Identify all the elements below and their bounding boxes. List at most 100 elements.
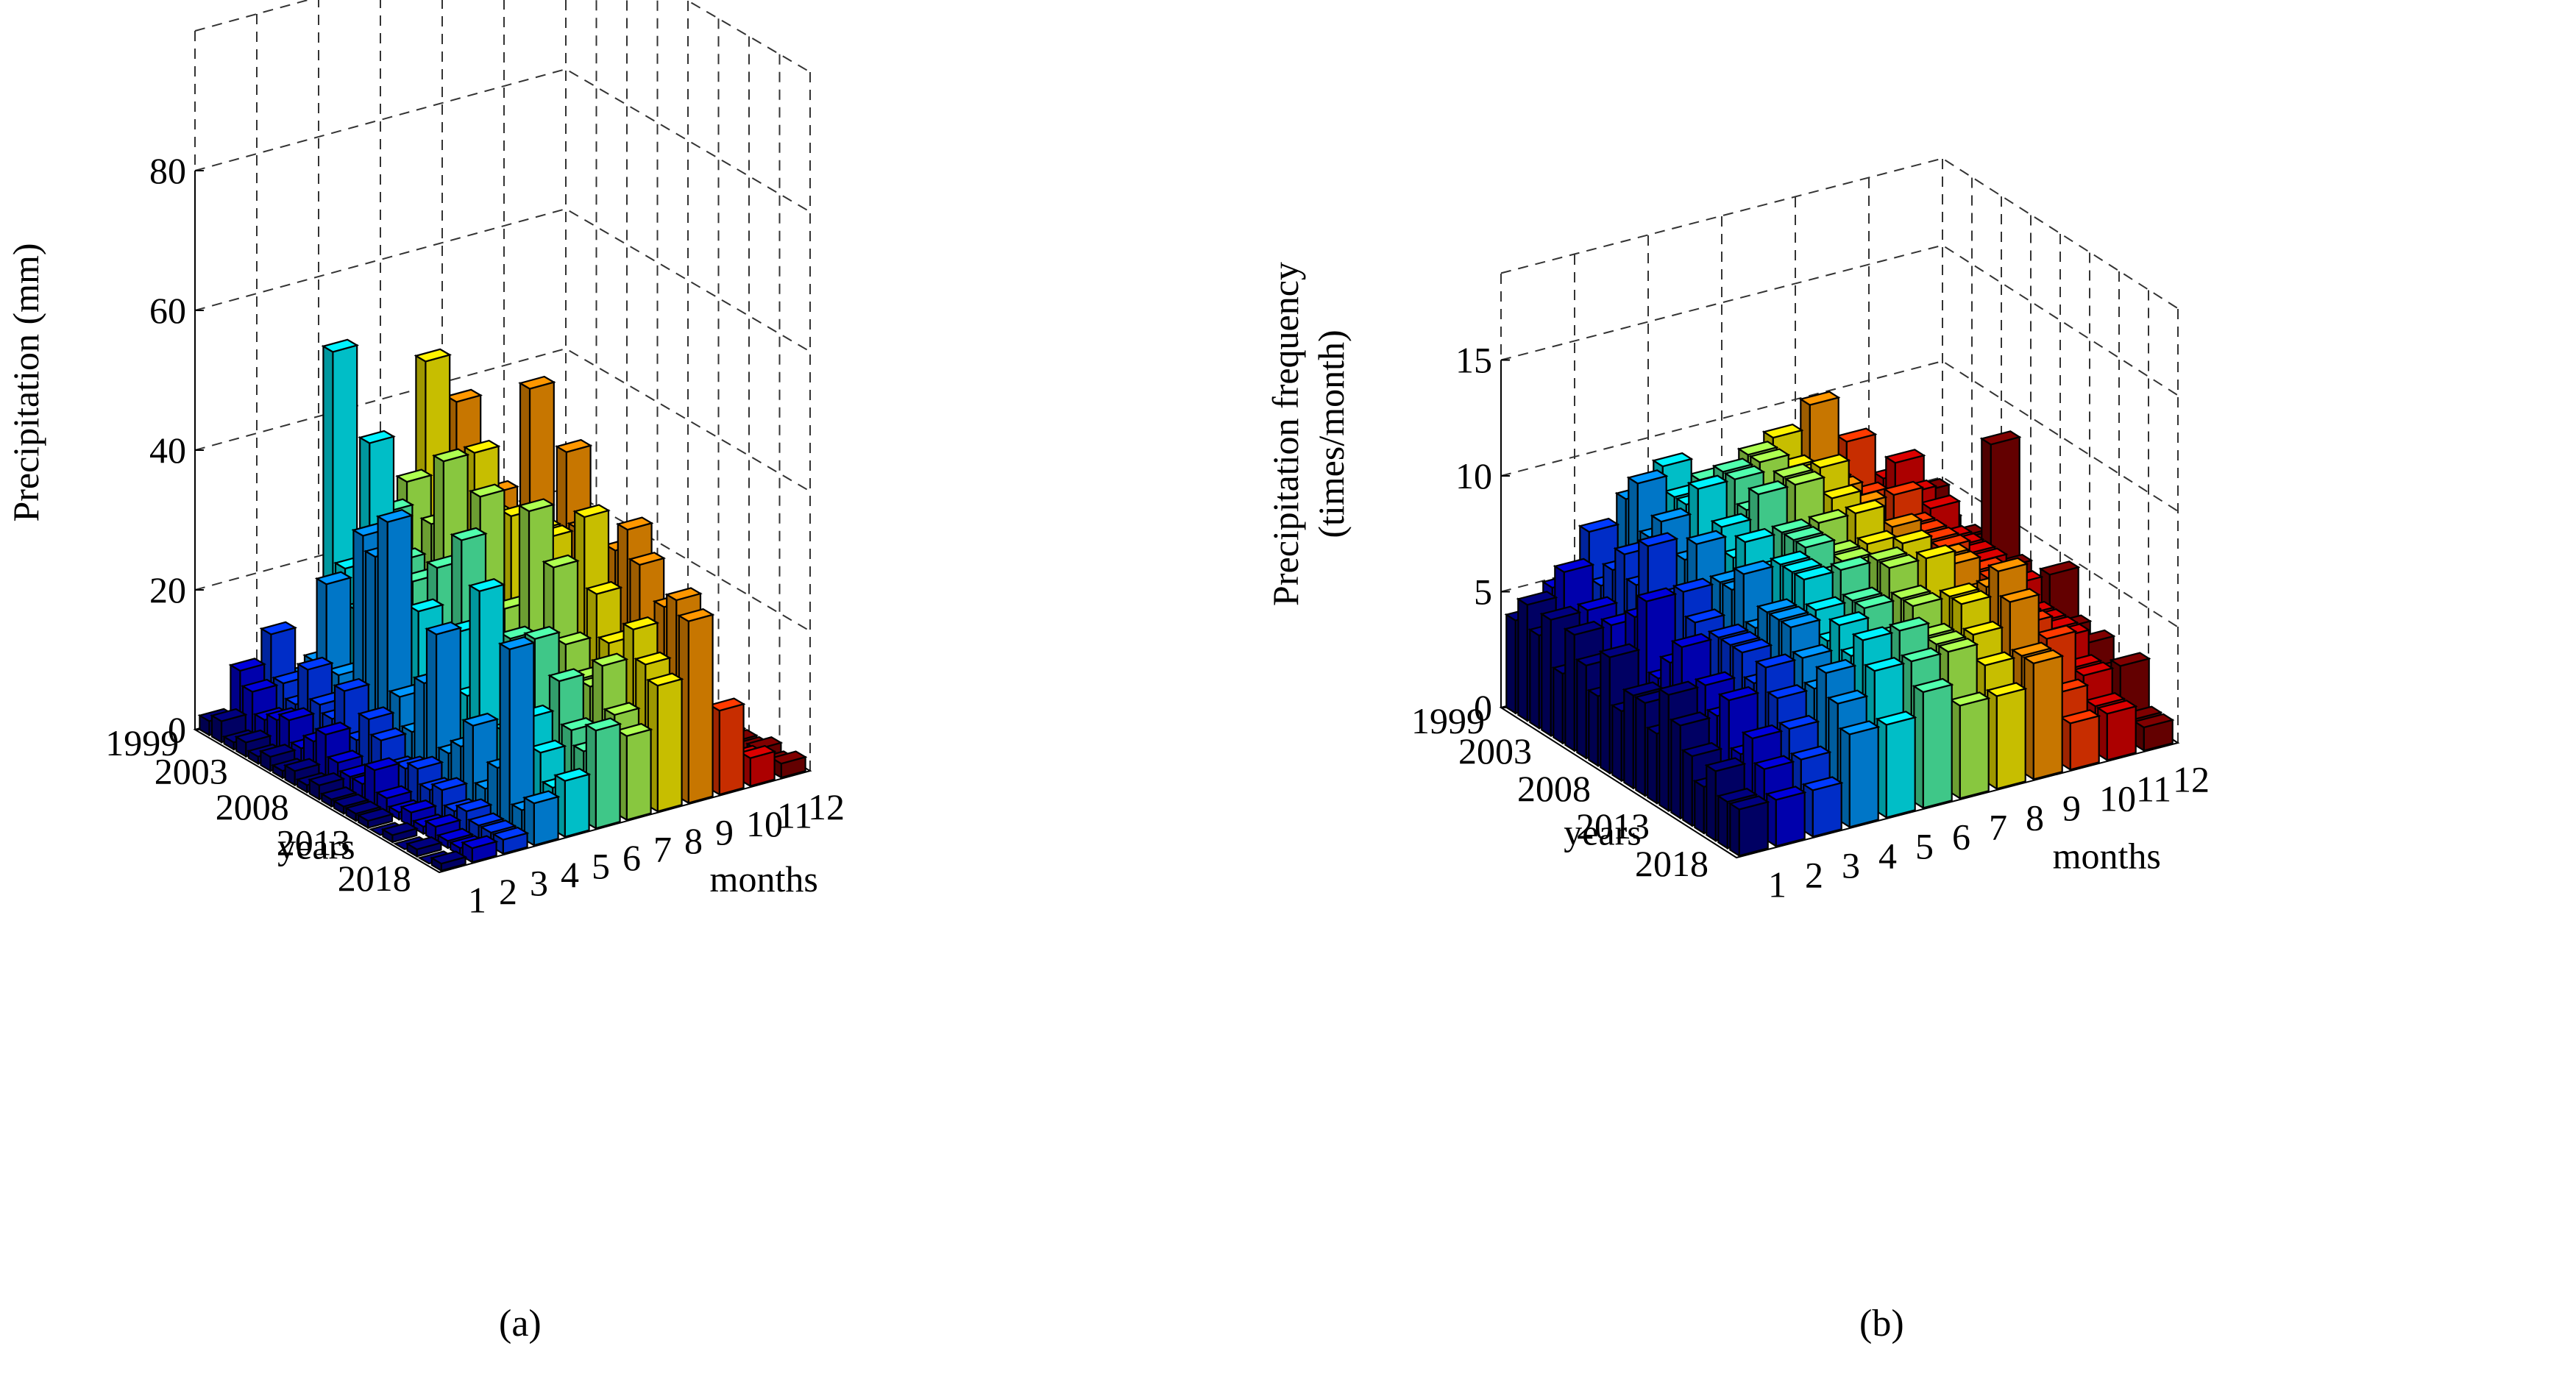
bar-top-face (333, 677, 371, 692)
bar-top-face (1716, 788, 1759, 803)
bar-top-face (1938, 582, 1981, 598)
bar-top-face (468, 483, 507, 498)
z-tick-label: 60 (149, 290, 186, 331)
month-tick-label: 4 (561, 854, 579, 895)
bar-top-face (1539, 605, 1582, 621)
month-tick-label: 11 (777, 794, 812, 836)
bar-top-face (615, 516, 654, 531)
bar-front-face (1922, 683, 1953, 809)
z-tick-label: 0 (168, 709, 186, 750)
bar-top-face (1987, 557, 2029, 572)
bar-top-face (1985, 682, 2028, 697)
bar-side-face (1623, 688, 1634, 790)
bar-top-face (1707, 623, 1750, 638)
bar-top-face (522, 790, 561, 805)
bar-2018-m6 (1912, 677, 1954, 810)
bar-side-face (1541, 612, 1552, 738)
bar-side-face (1717, 794, 1728, 850)
bar-top-face (664, 587, 703, 602)
bar-top-face (462, 439, 501, 454)
month-tick-label: 11 (2136, 769, 2171, 810)
month-tick-label: 5 (592, 845, 610, 886)
bar-top-face (1767, 605, 1810, 621)
bar-top-face (1781, 558, 1823, 573)
bar-top-face (1948, 691, 1991, 707)
bar-top-face (399, 799, 438, 813)
z-tick-label: 80 (149, 150, 186, 191)
bar-top-face (1866, 546, 1909, 562)
bar-top-face (547, 668, 586, 683)
bar-top-face (1912, 677, 1954, 694)
bar-top-face (1719, 630, 1761, 647)
bar-top-face (319, 786, 358, 801)
bar-top-face (1929, 534, 1972, 549)
bar-top-face (1748, 448, 1791, 463)
bar-front-face (533, 795, 559, 847)
bar-top-face (517, 498, 556, 513)
bar-side-face (1694, 779, 1705, 835)
bar-2018-m7 (1948, 691, 1991, 800)
month-tick-label: 2 (1805, 855, 1823, 896)
bar-top-face (436, 827, 475, 842)
bar-top-face (466, 812, 505, 827)
year-tick-label: 2003 (1458, 730, 1532, 772)
bar-top-face (707, 697, 746, 712)
bar-top-face (1770, 518, 1813, 534)
bar-2018-m9 (676, 608, 715, 805)
bar-side-face (499, 642, 511, 833)
month-tick-label: 9 (715, 811, 734, 852)
bar-top-face (1635, 587, 1678, 602)
bar-top-face (1784, 470, 1826, 486)
bar-top-face (1838, 720, 1881, 736)
panel-b-label: (b) (1859, 1303, 1904, 1345)
bar-top-face (395, 469, 433, 483)
bar-front-face (2106, 705, 2137, 761)
month-tick-label: 3 (530, 862, 548, 903)
bar-top-face (1636, 532, 1679, 547)
month-tick-label: 3 (1842, 845, 1860, 886)
month-tick-label: 8 (2026, 797, 2044, 839)
bar-2014-m1 (380, 822, 419, 844)
z-gridline (194, 207, 811, 352)
bar-2018-m8 (1985, 682, 2028, 791)
year-tick-label: 2018 (1635, 843, 1709, 884)
bar-2018-m12 (769, 750, 808, 780)
bar-top-face (1516, 591, 1558, 606)
month-tick-label: 1 (468, 879, 486, 920)
bar-front-face (1738, 800, 1769, 857)
bar-front-face (595, 722, 621, 830)
bar-front-face (1848, 725, 1879, 828)
bar-top-face (467, 578, 506, 592)
month-tick-label: 12 (808, 786, 845, 827)
bar-top-face (1919, 494, 1962, 510)
bar-top-face (2109, 652, 2151, 667)
bar-side-face (1647, 726, 1658, 805)
bar-top-face (572, 504, 611, 519)
bar-top-face (1973, 651, 2016, 666)
bar-2012-m1 (356, 808, 394, 830)
bar-top-face (1841, 586, 1884, 602)
bar-2018-m5 (1875, 711, 1917, 819)
bar-top-face (2059, 709, 2101, 724)
bar-top-face (414, 348, 453, 363)
bar-front-face (1775, 791, 1806, 847)
z-axis-title: Precipitation frequency (times/month) (1265, 262, 1352, 606)
bar-top-face (431, 448, 470, 463)
year-tick-label: 2018 (338, 858, 411, 899)
year-tick-label: 2013 (277, 822, 350, 864)
bar-front-face (2069, 714, 2100, 771)
bar-top-face (405, 755, 444, 770)
z-tick-label: 20 (149, 569, 186, 610)
bar-top-face (590, 652, 629, 667)
bar-2018-m11 (738, 744, 777, 788)
bar-top-face (375, 785, 414, 800)
bar-top-face (621, 616, 660, 630)
bar-front-face (1885, 716, 1916, 819)
bar-side-face (1729, 802, 1740, 858)
bar-top-face (424, 813, 462, 828)
bar-2018-m1 (1728, 795, 1770, 858)
bar-top-face (406, 598, 445, 613)
bar-top-face (1888, 616, 1931, 632)
bar-top-face (1598, 643, 1641, 658)
